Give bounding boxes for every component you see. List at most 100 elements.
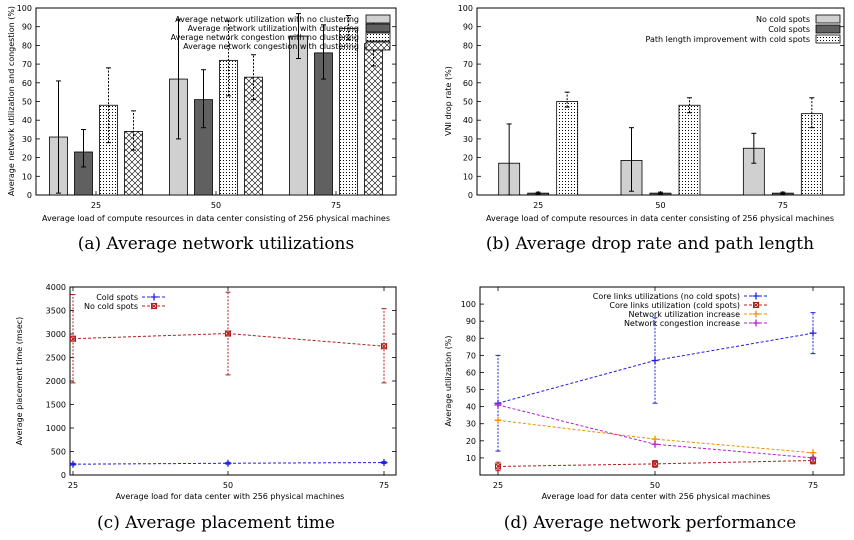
data-marker — [652, 460, 658, 467]
legend-label: Core links utilizations (no cold spots) — [593, 292, 740, 301]
plot-frame-d — [479, 286, 845, 476]
y-tick-label: 40 — [22, 116, 32, 125]
data-marker — [752, 310, 760, 318]
y-tick-label: 80 — [22, 41, 32, 50]
data-marker — [752, 292, 760, 300]
y-tick-label: 50 — [463, 98, 473, 107]
y-tick-label: 60 — [466, 368, 476, 377]
y-tick-label: 70 — [466, 351, 476, 360]
x-tick-label: 25 — [533, 201, 543, 210]
y-tick-label: 90 — [466, 317, 476, 326]
legend-label: Network congestion increase — [624, 319, 740, 328]
legend-swatch — [365, 41, 391, 51]
data-marker — [494, 401, 502, 409]
data-marker — [225, 330, 231, 337]
bar — [99, 104, 118, 196]
legend-label: Average network congestion with no clust… — [171, 33, 359, 42]
y-tick-label: 60 — [22, 79, 32, 88]
y-tick-label: 30 — [466, 420, 476, 429]
x-ticks-d: 25 50 75 — [493, 287, 818, 490]
y-tick-label: 1500 — [46, 401, 66, 410]
x-tick-label: 50 — [211, 201, 221, 210]
x-tick-label: 50 — [223, 481, 233, 490]
chart-panel-b: 0 10 20 30 40 50 60 70 80 90 100 25 50 75 No cold sp… — [444, 4, 845, 254]
data-marker — [752, 301, 760, 309]
legend-label: Core links utilization (cold spots) — [609, 301, 740, 310]
caption-b: (b) Average drop rate and path length — [486, 234, 814, 254]
plot-frame-c — [69, 286, 397, 476]
x-axis-label-a: Average load of compute resources in dat… — [42, 214, 390, 223]
data-marker — [224, 330, 232, 337]
chart-panel-d: 10 20 30 40 50 60 70 80 90 100 25 50 75 Core links … — [444, 286, 845, 533]
data-marker — [752, 319, 760, 327]
y-ticks-b: 0 10 20 30 40 50 60 70 80 90 100 — [458, 4, 844, 200]
legend-label: No cold spots — [756, 15, 810, 24]
data-marker — [753, 302, 759, 308]
series-line — [497, 419, 814, 454]
caption-c: (c) Average placement time — [97, 513, 335, 533]
legend-label: Cold spots — [768, 25, 810, 34]
y-tick-label: 20 — [463, 154, 473, 163]
y-tick-label: 70 — [463, 60, 473, 69]
data-marker — [380, 459, 388, 467]
x-tick-label: 25 — [91, 201, 101, 210]
x-ticks-a: 25 50 75 — [91, 191, 341, 210]
y-tick-label: 0 — [468, 191, 473, 200]
x-tick-label: 50 — [655, 201, 665, 210]
bar — [556, 101, 579, 196]
x-tick-label: 50 — [650, 481, 660, 490]
data-marker — [809, 454, 817, 462]
x-axis-label-c: Average load for data center with 256 ph… — [116, 492, 345, 501]
bar — [678, 104, 701, 196]
bar — [339, 28, 358, 196]
x-tick-label: 75 — [808, 481, 818, 490]
y-tick-label: 40 — [463, 116, 473, 125]
chart-panel-a: 0 10 20 30 40 50 60 70 80 90 100 25 50 75 Average ne… — [7, 4, 397, 254]
y-axis-label-b: VNI drop rate (%) — [444, 66, 453, 136]
x-axis-label-b: Average load of compute resources in dat… — [486, 214, 834, 223]
y-tick-label: 100 — [17, 4, 32, 13]
y-tick-label: 2500 — [46, 354, 66, 363]
y-tick-label: 40 — [466, 403, 476, 412]
legend-swatch — [365, 32, 391, 42]
data-marker — [69, 335, 77, 343]
legend-label: Cold spots — [96, 293, 138, 302]
y-axis-label-d: Average utilization (%) — [444, 335, 453, 426]
data-marker — [224, 459, 232, 467]
y-axis-label-c: Average placement time (msec) — [15, 317, 24, 446]
caption-d: (d) Average network performance — [504, 513, 796, 533]
legend-d: Core links utilizations (no cold spots)C… — [593, 292, 768, 328]
y-tick-label: 3000 — [46, 330, 66, 339]
y-tick-label: 10 — [466, 454, 476, 463]
data-marker — [809, 329, 817, 337]
y-ticks-d: 10 20 30 40 50 60 70 80 90 100 — [461, 300, 844, 463]
data-marker — [150, 302, 158, 310]
y-tick-label: 100 — [458, 4, 473, 13]
legend-label: No cold spots — [84, 302, 138, 311]
y-tick-label: 90 — [22, 23, 32, 32]
y-tick-label: 10 — [463, 172, 473, 181]
y-tick-label: 20 — [22, 154, 32, 163]
legend-a: Average network utilization with no clus… — [171, 14, 391, 51]
legend-swatch — [365, 23, 391, 33]
y-tick-label: 50 — [22, 98, 32, 107]
y-ticks-c: 0 500 1000 1500 2000 2500 3000 3500 4000 — [46, 283, 396, 480]
y-tick-label: 100 — [461, 300, 476, 309]
y-tick-label: 80 — [463, 41, 473, 50]
bars-b — [498, 91, 823, 196]
data-marker — [151, 303, 157, 309]
y-axis-label-a: Average network utilization and congesti… — [7, 6, 16, 196]
y-tick-label: 4000 — [46, 283, 66, 292]
x-tick-label: 25 — [493, 481, 503, 490]
legend-label: Network utilization increase — [628, 310, 740, 319]
y-tick-label: 10 — [22, 172, 32, 181]
x-tick-label: 75 — [778, 201, 788, 210]
y-tick-label: 0 — [61, 471, 66, 480]
y-ticks-a: 0 10 20 30 40 50 60 70 80 90 100 — [17, 4, 396, 200]
y-tick-label: 90 — [463, 23, 473, 32]
bar — [124, 131, 143, 196]
y-tick-label: 30 — [22, 135, 32, 144]
